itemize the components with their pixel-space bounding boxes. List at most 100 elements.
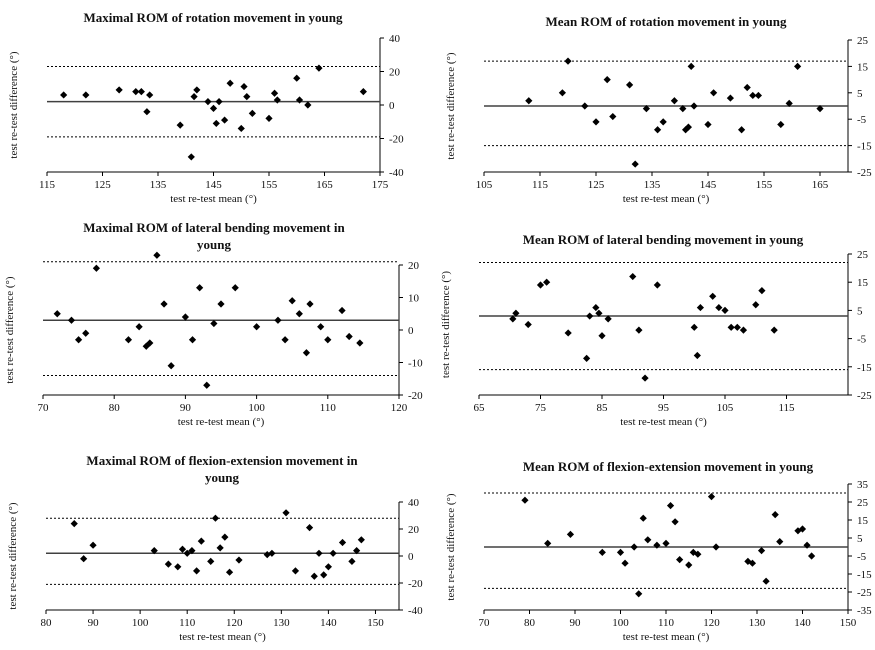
- data-point: [82, 329, 90, 337]
- data-point: [295, 310, 303, 318]
- data-point: [770, 326, 778, 334]
- y-tick-label: -20: [408, 578, 423, 590]
- y-tick-label: 25: [857, 497, 869, 509]
- data-point: [712, 543, 720, 551]
- x-tick-label: 70: [38, 402, 50, 414]
- data-point: [143, 108, 151, 116]
- data-point: [704, 120, 712, 129]
- data-point: [659, 118, 667, 126]
- data-point: [359, 88, 367, 96]
- chart-panel-3: Maximal ROM of lateral bending movement …: [4, 220, 423, 428]
- y-tick-label: -40: [389, 167, 404, 179]
- y-tick-label: 40: [408, 497, 420, 509]
- data-point: [167, 362, 175, 370]
- data-point: [181, 313, 189, 321]
- chart-title: Maximal ROM of lateral bending movement …: [83, 220, 345, 235]
- data-point: [132, 88, 140, 96]
- x-tick-label: 125: [588, 179, 605, 191]
- y-tick-label: 40: [389, 33, 401, 45]
- y-tick-label: 0: [408, 551, 414, 563]
- data-point: [598, 548, 606, 556]
- x-tick-label: 100: [612, 617, 629, 629]
- data-point: [777, 120, 785, 129]
- data-point: [808, 552, 816, 560]
- data-point: [544, 539, 552, 547]
- data-point: [682, 126, 690, 134]
- data-point: [757, 547, 766, 555]
- y-tick-label: 15: [857, 515, 869, 527]
- data-point: [521, 496, 529, 504]
- data-point: [193, 86, 201, 94]
- data-point: [237, 124, 245, 133]
- data-point: [75, 336, 83, 344]
- x-axis-label: test re-test mean (°): [623, 631, 710, 643]
- data-point: [338, 538, 347, 547]
- y-axis-label: test re-test difference (°): [8, 51, 20, 158]
- data-point: [635, 590, 643, 598]
- data-point: [281, 336, 289, 344]
- data-point: [210, 319, 218, 328]
- data-point: [137, 88, 145, 96]
- x-tick-label: 100: [132, 617, 149, 629]
- data-point: [150, 547, 158, 555]
- y-tick-label: 5: [857, 533, 863, 545]
- data-point: [749, 91, 757, 100]
- data-point: [320, 571, 328, 579]
- data-point: [653, 281, 661, 289]
- data-point: [604, 315, 612, 323]
- y-tick-label: -15: [857, 141, 872, 153]
- data-point: [758, 287, 766, 295]
- y-axis-label: test re-test difference (°): [7, 502, 19, 609]
- data-point: [203, 381, 211, 389]
- x-tick-label: 80: [524, 617, 536, 629]
- data-point: [288, 297, 296, 305]
- data-point: [197, 537, 205, 545]
- chart-title: Mean ROM of rotation movement in young: [546, 14, 787, 29]
- x-tick-label: 155: [261, 179, 278, 191]
- data-point: [710, 89, 718, 97]
- data-point: [211, 514, 220, 522]
- data-point: [190, 93, 198, 101]
- y-tick-label: 0: [389, 100, 395, 112]
- x-axis-label: test re-test mean (°): [178, 416, 265, 428]
- data-point: [689, 548, 697, 556]
- y-tick-label: -25: [857, 390, 872, 402]
- x-tick-label: 115: [532, 179, 549, 191]
- data-point: [146, 91, 154, 99]
- y-tick-label: 20: [389, 67, 401, 79]
- data-point: [748, 559, 757, 567]
- chart-panel-4: Mean ROM of lateral bending movement in …: [440, 232, 872, 428]
- chart-title: young: [197, 237, 231, 252]
- data-point: [221, 116, 229, 124]
- data-point: [543, 278, 551, 286]
- chart-title: Maximal ROM of flexion-extension movemen…: [86, 453, 358, 468]
- data-point: [676, 556, 684, 564]
- x-tick-label: 145: [205, 179, 222, 191]
- x-tick-label: 90: [570, 617, 582, 629]
- data-point: [707, 493, 716, 501]
- data-point: [212, 119, 220, 128]
- data-point: [592, 303, 600, 312]
- data-point: [721, 306, 729, 314]
- data-point: [564, 57, 572, 65]
- data-point: [207, 557, 215, 565]
- data-point: [263, 551, 271, 559]
- data-point: [215, 98, 223, 106]
- x-tick-label: 130: [749, 617, 766, 629]
- data-point: [315, 549, 323, 557]
- x-tick-label: 70: [479, 617, 491, 629]
- data-point: [89, 541, 97, 549]
- data-point: [654, 126, 662, 134]
- y-tick-label: -15: [857, 362, 872, 374]
- data-point: [583, 354, 591, 362]
- data-point: [635, 326, 643, 334]
- data-point: [653, 541, 661, 549]
- data-point: [762, 577, 770, 585]
- x-tick-label: 120: [226, 617, 243, 629]
- data-point: [178, 545, 187, 553]
- data-point: [558, 89, 566, 97]
- x-tick-label: 150: [367, 617, 384, 629]
- y-tick-label: -20: [389, 134, 404, 146]
- data-point: [164, 560, 172, 568]
